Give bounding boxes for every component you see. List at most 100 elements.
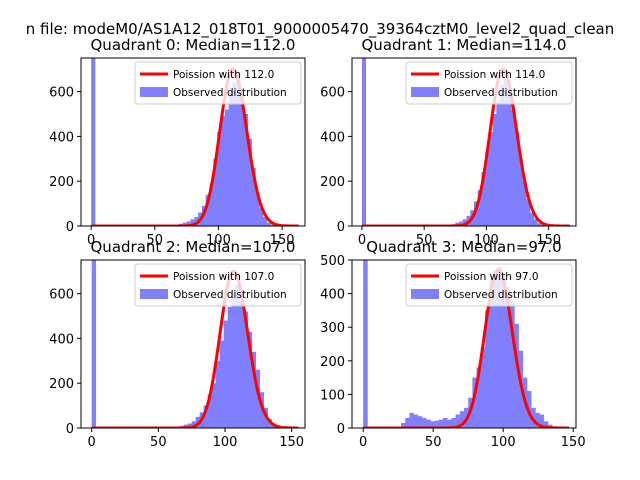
- x-tick-label: 100: [474, 233, 499, 248]
- legend: Poission with 112.0 Observed distribution: [134, 61, 302, 105]
- histogram-bar: [236, 73, 241, 226]
- histogram-bar: [240, 93, 245, 226]
- y-tick-label: 600: [49, 86, 74, 101]
- legend-label-observed: Observed distribution: [173, 87, 287, 99]
- histogram-bar: [462, 219, 467, 226]
- histogram-bar: [526, 199, 531, 226]
- y-tick-label: 0: [337, 220, 345, 235]
- histogram-bar: [221, 116, 226, 226]
- histogram-bar: [511, 109, 516, 226]
- subplot-title: Quadrant 1: Median=114.0: [362, 36, 567, 54]
- histogram-bar: [514, 323, 519, 428]
- y-tick-label: 200: [320, 355, 345, 370]
- histogram-bar: [227, 307, 233, 428]
- histogram-bar: [506, 286, 511, 428]
- histogram-bar: [459, 411, 465, 428]
- histogram-bar: [213, 158, 218, 226]
- histogram-bar: [211, 383, 217, 428]
- axes-frame: [80, 57, 306, 227]
- poisson-curve: [91, 269, 299, 428]
- histogram-bar: [417, 416, 423, 428]
- histogram-bar: [361, 58, 367, 226]
- histogram-bar: [535, 412, 540, 428]
- y-tick-label: 400: [320, 130, 345, 145]
- subplot-grid: 0 50 100 150 0 200 400 600 Quadrant 0: Median=11…: [49, 36, 585, 450]
- y-tick-label: 400: [49, 130, 74, 145]
- histogram-bar: [228, 91, 233, 226]
- y-tick-label: 100: [320, 388, 345, 403]
- histogram-bar: [190, 219, 195, 226]
- x-tick-label: 0: [87, 233, 95, 248]
- histogram-bars: [361, 58, 549, 226]
- histogram-bar: [518, 158, 523, 226]
- legend-box: [134, 61, 302, 105]
- legend-box: [405, 61, 573, 105]
- subplot-title: Quadrant 0: Median=112.0: [91, 36, 296, 54]
- histogram-bar: [501, 273, 507, 428]
- histogram-bar: [182, 222, 188, 226]
- histogram-bar: [409, 412, 414, 428]
- histogram-bar: [209, 183, 214, 226]
- histogram-bar: [477, 190, 482, 226]
- histogram-bar: [485, 152, 490, 226]
- histogram-bar: [539, 414, 545, 428]
- histogram-bar: [255, 192, 260, 226]
- histogram-bar: [422, 417, 427, 428]
- histogram-bar: [243, 114, 249, 226]
- histogram-bar: [183, 424, 189, 428]
- legend-patch-swatch: [140, 289, 168, 299]
- y-tick-label: 600: [49, 288, 74, 303]
- subplot-3: 0 50 100 150 0 100 200 300 400 500 Quadrant 3: Med…: [320, 238, 585, 450]
- y-tick-label: 400: [49, 332, 74, 347]
- histogram-bar: [247, 331, 253, 428]
- histogram-bar: [91, 260, 97, 428]
- histogram-bar: [476, 367, 482, 428]
- histogram-bar: [480, 347, 486, 428]
- histogram-bar: [473, 201, 479, 226]
- y-tick-label: 200: [49, 175, 74, 190]
- x-tick-label: 150: [279, 435, 304, 450]
- histogram-bar: [203, 405, 209, 428]
- legend-label-poisson: Poission with 107.0: [173, 271, 274, 283]
- legend-box: [405, 263, 573, 307]
- histogram-bar: [187, 423, 193, 428]
- histogram-bar: [217, 131, 222, 226]
- subplot-title: Quadrant 2: Median=107.0: [91, 238, 296, 256]
- histogram-bar: [243, 311, 249, 428]
- legend-patch-swatch: [140, 87, 168, 97]
- histogram-bar: [426, 419, 431, 428]
- y-tick-label: 300: [320, 321, 345, 336]
- legend-patch-swatch: [411, 87, 439, 97]
- x-tick-label: 50: [150, 435, 167, 450]
- histogram-bar: [405, 417, 410, 428]
- histogram-bar: [507, 91, 512, 226]
- legend-label-poisson: Poission with 112.0: [173, 69, 274, 81]
- histogram-bar: [541, 224, 546, 226]
- histogram-bar: [510, 300, 515, 428]
- histogram-bar: [515, 131, 520, 226]
- x-tick-label: 100: [491, 435, 516, 450]
- histogram-bar: [492, 114, 497, 226]
- histogram-bar: [232, 82, 237, 226]
- poisson-curve: [361, 67, 570, 226]
- x-tick-label: 150: [270, 233, 295, 248]
- histogram-bar: [263, 217, 268, 226]
- y-tick-label: 400: [320, 288, 345, 303]
- histogram-bar: [438, 419, 444, 428]
- y-tick-label: 0: [66, 422, 74, 437]
- x-tick-label: 150: [536, 233, 561, 248]
- histogram-bar: [186, 221, 191, 226]
- poisson-curve: [91, 67, 299, 226]
- histogram-bar: [481, 172, 486, 226]
- histogram-bar: [270, 224, 275, 226]
- poisson-curve: [363, 268, 569, 428]
- histogram-bar: [194, 217, 199, 226]
- legend-label-observed: Observed distribution: [444, 87, 558, 99]
- legend-label-observed: Observed distribution: [444, 289, 558, 301]
- subplot-2: 0 50 100 150 0 200 400 600 Quadrant 2: Median=10…: [49, 238, 306, 450]
- histogram-bar: [266, 222, 272, 226]
- histogram-bar: [251, 351, 257, 428]
- histogram-bar: [247, 138, 252, 226]
- histogram-bar: [434, 420, 440, 428]
- legend-label-observed: Observed distribution: [173, 289, 287, 301]
